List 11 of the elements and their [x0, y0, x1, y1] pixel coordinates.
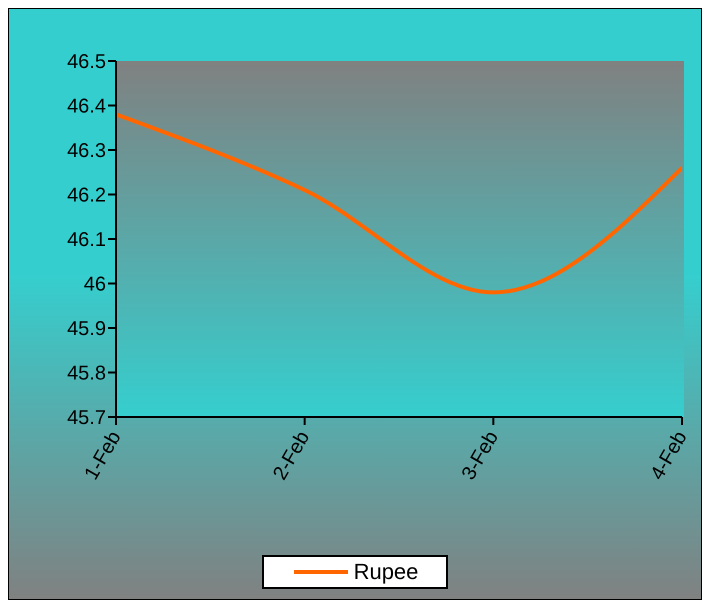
y-tick-label: 46.4: [67, 96, 106, 118]
line-series: [116, 112, 682, 294]
y-tick-label: 45.8: [67, 362, 106, 385]
y-tick-label: 45.7: [67, 407, 106, 430]
y-tick-label: 45.9: [67, 318, 106, 340]
y-tick-label: 46: [84, 274, 106, 296]
y-tick-label: 46.5: [67, 51, 106, 74]
y-tick-label: 46.1: [67, 229, 106, 252]
y-tick-label: 46.3: [67, 140, 106, 162]
y-tick-label: 46.2: [67, 184, 106, 207]
legend-label: Rupee: [354, 559, 418, 585]
